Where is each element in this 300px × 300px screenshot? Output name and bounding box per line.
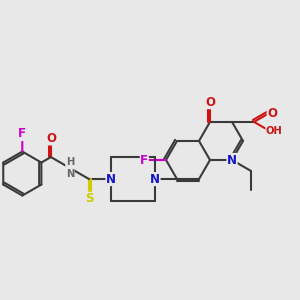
Text: N: N [150,172,160,186]
Text: H
N: H N [66,157,74,179]
Text: S: S [85,192,93,206]
Text: O: O [205,96,215,109]
Text: F: F [140,154,148,166]
Text: F: F [18,128,26,140]
Text: O: O [267,106,277,120]
Text: N: N [227,154,237,166]
Text: OH: OH [266,126,283,136]
Text: O: O [46,132,56,145]
Text: N: N [106,172,116,186]
